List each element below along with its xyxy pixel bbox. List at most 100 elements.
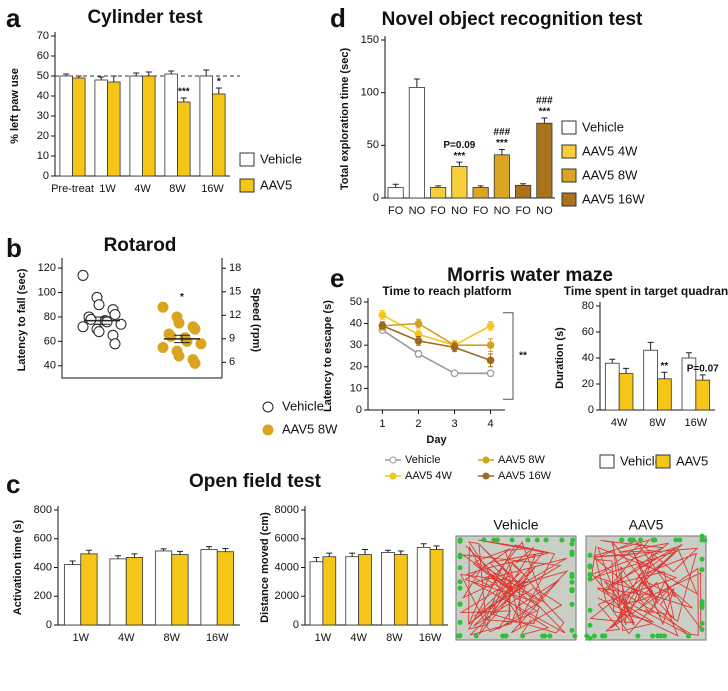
error-bar <box>176 550 183 555</box>
error-bar <box>69 560 76 565</box>
bar <box>387 187 404 199</box>
error-bar <box>661 371 668 379</box>
marker <box>486 369 495 378</box>
x-tick-label: 1 <box>379 418 385 430</box>
legend-swatch <box>599 454 615 469</box>
legend-label: Vehicle <box>405 454 440 466</box>
error-bar <box>326 552 333 557</box>
rest-point <box>685 633 691 639</box>
rest-point <box>650 633 656 639</box>
rest-point <box>491 537 497 543</box>
bar <box>493 154 510 199</box>
bar <box>177 101 191 177</box>
y-tick-label: 70 <box>37 30 49 42</box>
legend-label: AAV5 4W <box>582 143 638 158</box>
data-point <box>157 301 169 313</box>
data-point <box>165 330 177 342</box>
y-tick-label: 100 <box>361 87 379 99</box>
y-tick-label: 50 <box>37 70 49 82</box>
y-tick-label: 40 <box>350 318 362 330</box>
y-tick-label: 20 <box>582 378 594 390</box>
rest-point <box>699 533 705 539</box>
rest-point <box>627 537 633 543</box>
error-bar <box>98 76 105 80</box>
rest-point <box>650 537 656 543</box>
rest-point <box>635 633 641 639</box>
y-tick-label: 10 <box>350 382 362 394</box>
bar <box>154 550 173 626</box>
panel-letter: c <box>6 469 20 499</box>
bar <box>63 564 82 626</box>
bar <box>142 75 156 177</box>
rest-point <box>569 541 575 547</box>
rest-point <box>587 622 593 628</box>
x-tick-label: 16W <box>685 417 708 429</box>
rest-point <box>677 537 683 543</box>
error-bar <box>685 352 692 358</box>
y-axis-label: Total exploration time (sec) <box>339 48 351 191</box>
error-bar <box>541 117 548 124</box>
chart-subtitle: Time spent in target quadrant <box>564 284 728 298</box>
y-tick-label: 10 <box>37 150 49 162</box>
rest-point <box>699 537 705 543</box>
y-tick-label: 40 <box>44 360 56 372</box>
y-tick-label: 0 <box>356 404 362 416</box>
annotation: ### <box>536 96 553 107</box>
panel-letter: b <box>6 233 22 263</box>
error-bar <box>75 75 82 78</box>
x-tick-label: 1W <box>99 183 116 195</box>
y-tick-label: 50 <box>350 296 362 308</box>
rest-point <box>572 633 578 639</box>
rest-point <box>503 633 509 639</box>
y-tick-label: 30 <box>350 339 362 351</box>
error-bar <box>699 374 706 381</box>
rest-point <box>658 633 664 639</box>
bar <box>393 554 408 626</box>
x-tick-label: 4W <box>350 632 367 644</box>
error-bar <box>647 341 654 351</box>
annotation: ** <box>661 361 669 372</box>
rest-point <box>494 537 500 543</box>
bar <box>171 554 189 626</box>
bar <box>657 378 672 411</box>
y-tick-label: 2000 <box>275 590 299 602</box>
x-tick-label: 16W <box>201 183 224 195</box>
rest-point <box>559 537 565 543</box>
bar <box>472 187 489 199</box>
y-tick-label: 0 <box>46 619 52 631</box>
error-bar <box>133 72 140 76</box>
legend-label: AAV5 16W <box>582 191 645 206</box>
legend-swatch <box>561 168 577 183</box>
trajectory <box>589 539 702 637</box>
x-tick-label: 8W <box>649 417 666 429</box>
error-bar <box>94 316 110 325</box>
y-tick-label: 50 <box>367 139 379 151</box>
error-bar <box>63 73 70 76</box>
y2-tick-label: 18 <box>229 262 241 274</box>
error-bar <box>215 87 222 94</box>
legend-swatch <box>262 424 274 436</box>
y-tick-label: 0 <box>43 170 49 182</box>
error-bar <box>609 358 616 364</box>
error-bar <box>349 552 356 557</box>
marker <box>486 341 495 350</box>
bar <box>408 87 425 199</box>
chart-subtitle: Time to reach platform <box>382 284 511 298</box>
rest-point <box>457 579 463 585</box>
y-axis-label: Activation time (s) <box>12 519 24 615</box>
legend-label: Vehicle <box>620 453 662 468</box>
rest-point <box>699 556 705 562</box>
rest-point <box>520 633 526 639</box>
error-bar <box>397 550 404 555</box>
legend-label: AAV5 <box>676 453 708 468</box>
rest-point <box>587 552 593 558</box>
bar <box>429 549 444 626</box>
error-bar <box>313 556 320 562</box>
line <box>382 322 491 346</box>
marker <box>378 321 387 330</box>
bar <box>125 557 144 626</box>
annotation: *** <box>178 87 190 98</box>
rest-point <box>457 602 463 608</box>
rest-point <box>542 633 548 639</box>
